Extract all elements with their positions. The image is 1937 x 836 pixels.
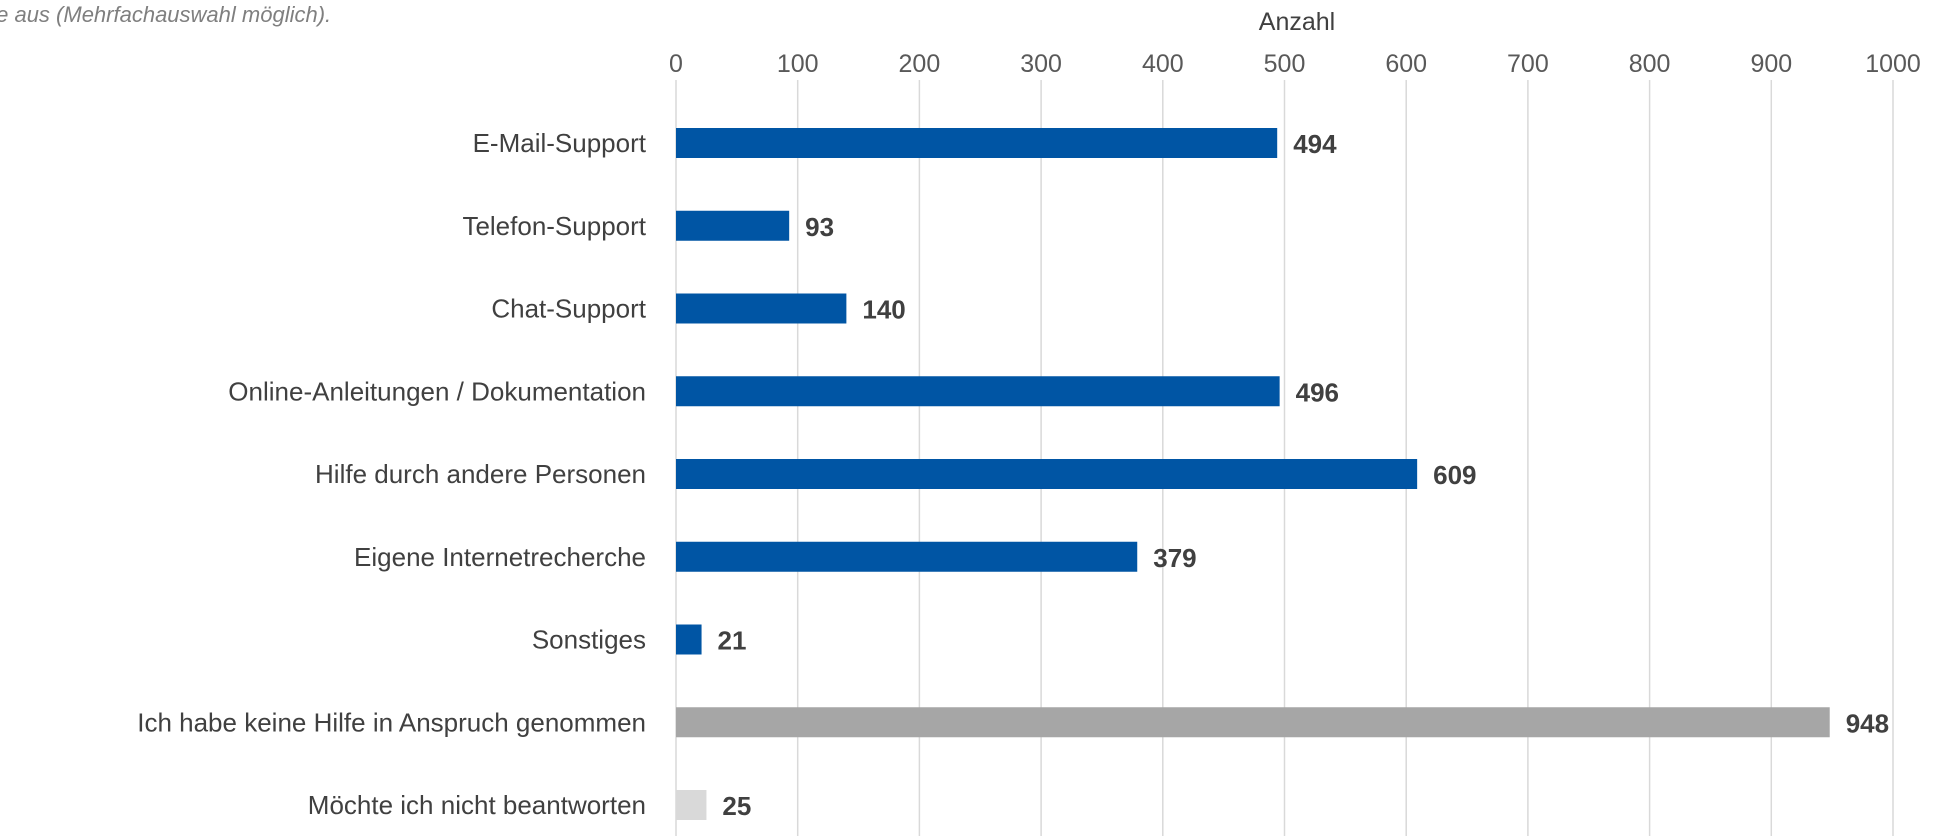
bar [676, 210, 790, 241]
value-label: 25 [722, 791, 751, 821]
bars [676, 128, 1830, 820]
category-label: Hilfe durch andere Personen [315, 459, 646, 489]
x-tick-label: 0 [669, 50, 683, 78]
bar [676, 293, 847, 324]
value-label: 93 [805, 212, 834, 242]
category-label: E-Mail-Support [473, 128, 647, 158]
category-label: Eigene Internetrecherche [354, 542, 646, 572]
value-label: 140 [862, 295, 905, 325]
x-tick-label: 100 [777, 50, 819, 78]
x-tick-label: 200 [899, 50, 941, 78]
bar [676, 541, 1138, 572]
x-tick-label: 700 [1507, 50, 1549, 78]
value-label: 948 [1846, 708, 1889, 738]
category-label: Ich habe keine Hilfe in Anspruch genomme… [137, 707, 646, 737]
category-label: Möchte ich nicht beantworten [308, 790, 646, 820]
value-labels: 494 93 140 496 609 379 21 948 25 [718, 129, 1890, 821]
x-axis-ticks: 0 100 200 300 400 500 600 700 800 900 1000 [669, 50, 1921, 78]
category-label: Online-Anleitungen / Dokumentation [228, 376, 646, 406]
category-label: Sonstiges [532, 625, 646, 655]
x-axis-title: Anzahl [1259, 8, 1335, 36]
x-tick-label: 1000 [1865, 50, 1921, 78]
bar [676, 707, 1830, 738]
bar [676, 790, 707, 820]
bar [676, 624, 702, 655]
x-tick-label: 300 [1020, 50, 1062, 78]
category-labels: E-Mail-Support Telefon-Support Chat-Suppor… [137, 128, 647, 820]
bar [676, 128, 1278, 158]
value-label: 494 [1293, 129, 1337, 159]
x-tick-label: 600 [1385, 50, 1427, 78]
bar [676, 376, 1280, 407]
category-label: Telefon-Support [462, 211, 646, 241]
x-tick-label: 900 [1750, 50, 1792, 78]
bar [676, 459, 1418, 489]
value-label: 496 [1296, 377, 1339, 407]
value-label: 609 [1433, 460, 1476, 490]
category-label: Chat-Support [491, 294, 646, 324]
x-tick-label: 800 [1629, 50, 1671, 78]
value-label: 379 [1153, 543, 1196, 573]
x-tick-label: 400 [1142, 50, 1184, 78]
chart-subtitle: fe aus (Mehrfachauswahl möglich). [0, 2, 331, 27]
value-label: 21 [718, 626, 747, 656]
x-tick-label: 500 [1264, 50, 1306, 78]
